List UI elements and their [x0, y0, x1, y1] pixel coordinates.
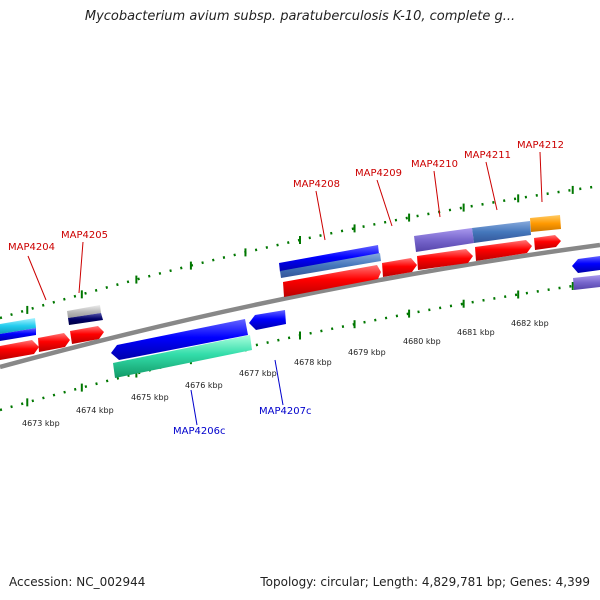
inner-guide-ticks — [26, 281, 574, 407]
ruler-label: 4673 kbp — [22, 419, 60, 428]
gene-map4210-cds — [417, 249, 473, 270]
gene-map4205-gray — [67, 305, 101, 318]
gene-map4208-cds — [283, 265, 381, 297]
leader-map4206c — [190, 389, 198, 426]
label-map4210[interactable]: MAP4210 — [411, 159, 458, 170]
outer-guide-track — [0, 184, 600, 320]
ruler-label: 4677 kbp — [239, 369, 277, 378]
label-map4204[interactable]: MAP4204 — [8, 242, 55, 253]
leader-map4208 — [315, 190, 326, 241]
cds-arrow-left-1 — [0, 340, 39, 360]
ruler-label: 4681 kbp — [457, 328, 495, 337]
leader-map4210 — [433, 170, 441, 218]
map-title: Mycobacterium avium subsp. paratuberculo… — [84, 9, 516, 24]
leader-map4211 — [485, 161, 498, 211]
gene-map4210-purple — [414, 228, 474, 252]
leader-map4209 — [376, 179, 393, 227]
ruler-label: 4674 kbp — [76, 406, 114, 415]
accession-text: Accession: NC_002944 — [9, 575, 146, 589]
leader-map4207c — [274, 359, 284, 406]
label-map4207c[interactable]: MAP4207c — [259, 406, 311, 417]
label-map4206c[interactable]: MAP4206c — [173, 426, 225, 437]
ruler-label: 4676 kbp — [185, 381, 223, 390]
gene-map4208-slate — [280, 253, 381, 278]
gene-map4212-orange — [530, 215, 561, 232]
ruler-label: 4680 kbp — [403, 337, 441, 346]
leader-map4212 — [539, 151, 543, 203]
label-map4211[interactable]: MAP4211 — [464, 150, 511, 161]
gene-map4208-blue — [279, 245, 379, 272]
label-map4209[interactable]: MAP4209 — [355, 168, 402, 179]
ruler-label: 4679 kbp — [348, 348, 386, 357]
label-map4208[interactable]: MAP4208 — [293, 179, 340, 190]
label-map4205[interactable]: MAP4205 — [61, 230, 108, 241]
gene-map4211-cds — [475, 240, 532, 261]
gene-map4211-slate — [472, 221, 531, 243]
ruler-label: 4682 kbp — [511, 319, 549, 328]
label-map4212[interactable]: MAP4212 — [517, 140, 564, 151]
cds-arrow-left-2 — [38, 333, 70, 352]
topology-summary: Topology: circular; Length: 4,829,781 bp… — [260, 575, 590, 589]
gene-block-purple-right — [573, 275, 600, 290]
gene-map4205-navy — [68, 313, 103, 325]
gene-block-teal — [113, 335, 252, 378]
ruler-label: 4675 kbp — [131, 393, 169, 402]
gene-map4206c — [111, 319, 248, 360]
ruler-label: 4678 kbp — [294, 358, 332, 367]
outer-guide-ticks — [26, 185, 574, 314]
gene-block-blue-left — [0, 328, 36, 341]
gene-map4209-cds — [382, 258, 417, 277]
leader-map4204 — [27, 255, 47, 301]
gene-block-blue-right — [572, 256, 600, 273]
genome-backbone — [0, 242, 600, 370]
gene-block-cyan — [0, 318, 36, 334]
gene-map4212-cds — [534, 235, 561, 250]
cds-arrow-left-3 — [70, 326, 104, 344]
gene-map4207c — [249, 310, 286, 330]
inner-guide-track — [0, 280, 600, 412]
leader-map4205 — [78, 241, 84, 294]
